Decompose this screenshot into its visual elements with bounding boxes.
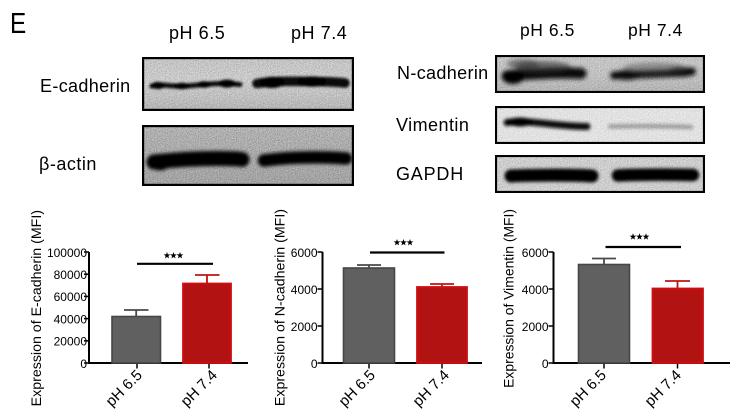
svg-text:40000: 40000 xyxy=(54,312,88,326)
svg-text:Expression of Vimentin (MFI): Expression of Vimentin (MFI) xyxy=(501,209,517,388)
svg-text:pH 6.5: pH 6.5 xyxy=(567,367,610,410)
svg-text:0: 0 xyxy=(311,357,318,371)
svg-text:pH 6.5: pH 6.5 xyxy=(103,367,146,410)
svg-text:6000: 6000 xyxy=(522,246,549,260)
svg-text:20000: 20000 xyxy=(54,335,88,349)
svg-text:pH 7.4: pH 7.4 xyxy=(642,367,685,410)
svg-text:4000: 4000 xyxy=(291,283,318,297)
svg-text:0: 0 xyxy=(542,357,549,371)
svg-text:4000: 4000 xyxy=(522,283,549,297)
svg-text:pH 7.4: pH 7.4 xyxy=(410,367,453,410)
svg-text:80000: 80000 xyxy=(54,268,88,282)
svg-text:pH 6.5: pH 6.5 xyxy=(336,367,379,410)
svg-text:2000: 2000 xyxy=(522,320,549,334)
svg-text:pH 7.4: pH 7.4 xyxy=(178,367,221,410)
svg-text:60000: 60000 xyxy=(54,290,88,304)
svg-text:6000: 6000 xyxy=(291,246,318,260)
svg-text:2000: 2000 xyxy=(291,320,318,334)
svg-text:100000: 100000 xyxy=(47,246,87,260)
svg-text:0: 0 xyxy=(80,357,87,371)
svg-text:Expression of N-cadherin (MFI): Expression of N-cadherin (MFI) xyxy=(273,209,289,406)
svg-text:Expression of E-cadherin (MFI): Expression of E-cadherin (MFI) xyxy=(29,210,45,406)
